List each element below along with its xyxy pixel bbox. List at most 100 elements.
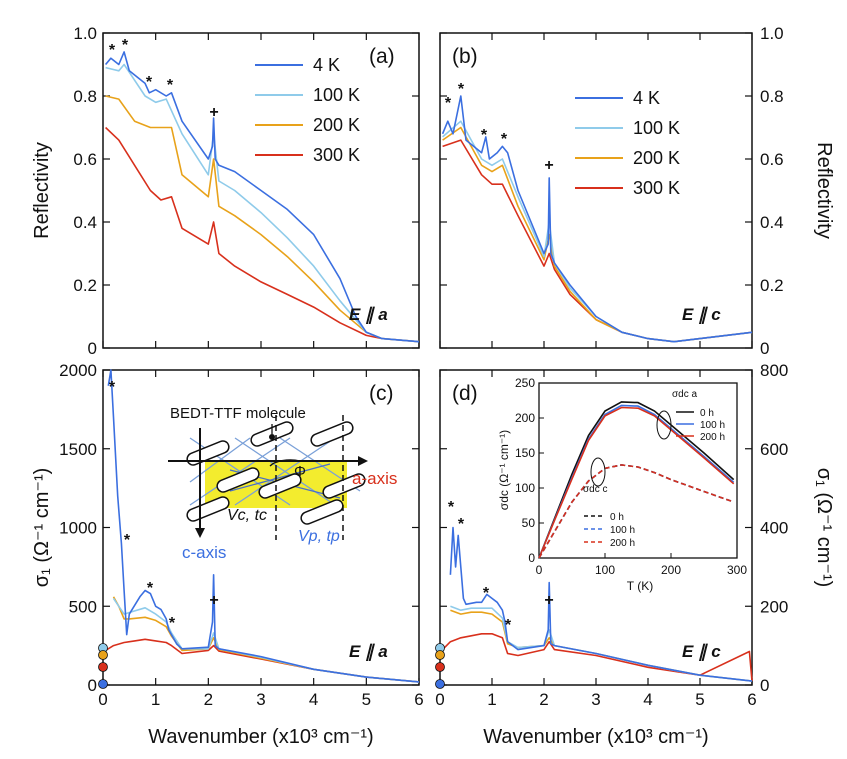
marker-c-12: * <box>147 580 154 597</box>
panel-label-d: (d) <box>452 382 478 405</box>
y-tick-label-c-1: 500 <box>69 597 97 616</box>
y-axis-label-a: Reflectivity <box>31 142 53 239</box>
series-line-a-300K <box>105 126 420 343</box>
legend-label-b-2: 200 K <box>633 148 680 168</box>
y-tick-label-c-0: 0 <box>88 676 97 695</box>
marker-a-1: * <box>122 37 129 54</box>
inset-y-tick-label-3: 150 <box>515 446 535 460</box>
y-tick-label-a-2: 0.4 <box>73 213 97 232</box>
inset-series-2 <box>538 406 735 559</box>
dc-marker-2 <box>435 662 445 672</box>
x-tick-label-d-2: 2 <box>539 690 548 709</box>
polarization-label-b: E ∥ c <box>682 305 721 324</box>
molecule-7 <box>186 496 230 522</box>
y-tick-label-c-3: 1500 <box>59 440 97 459</box>
dc-marker-3 <box>435 679 445 689</box>
c-axis-arrowhead <box>195 528 205 538</box>
marker-b-6: * <box>458 81 465 98</box>
dc-marker-1 <box>435 650 445 660</box>
dc-marker-6 <box>98 662 108 672</box>
a-axis-arrowhead <box>358 456 368 466</box>
y-tick-label-a-4: 0.8 <box>73 87 97 106</box>
inset-legend-c-label-0: 0 h <box>610 512 624 523</box>
x-tick-label-d-5: 5 <box>695 690 704 709</box>
polarization-label-a: E ∥ a <box>349 305 388 324</box>
inset-y-label: σdc (Ω⁻¹ cm⁻¹) <box>497 430 511 510</box>
x-tick-label-d-1: 1 <box>487 690 496 709</box>
legend-label-b-0: 4 K <box>633 88 660 108</box>
marker-b-5: * <box>445 95 452 112</box>
x-tick-label-d-4: 4 <box>643 690 652 709</box>
inset-series-5 <box>538 464 734 559</box>
y-tick-label-d-2: 400 <box>760 519 788 538</box>
inset-x-tick-label-1: 100 <box>595 563 615 577</box>
marker-d-15: * <box>448 499 455 516</box>
legend-label-a-0: 4 K <box>313 55 340 75</box>
inset-x-tick-label-2: 200 <box>661 563 681 577</box>
dc-marker-5 <box>98 650 108 660</box>
inset-x-tick-label-0: 0 <box>536 563 543 577</box>
inset-y-tick-label-4: 200 <box>515 411 535 425</box>
y-tick-label-a-3: 0.6 <box>73 150 97 169</box>
marker-c-14: + <box>209 592 218 609</box>
series-line-b-4K <box>441 95 753 343</box>
marker-c-13: * <box>169 615 176 632</box>
y-tick-label-a-0: 0 <box>88 339 97 358</box>
inset-legend-c-label-1: 100 h <box>610 525 635 536</box>
series-line-a-100K <box>105 63 420 343</box>
legend-label-a-2: 200 K <box>313 115 360 135</box>
x-tick-label-d-3: 3 <box>591 690 600 709</box>
marker-b-8: * <box>501 131 508 148</box>
inset-x-tick-label-3: 300 <box>727 563 747 577</box>
y-tick-label-a-5: 1.0 <box>73 24 97 43</box>
marker-d-17: * <box>483 585 490 602</box>
legend-label-a-1: 100 K <box>313 85 360 105</box>
polarization-label-c: E ∥ a <box>349 642 388 661</box>
vc-tc-label: Vc, tc <box>227 507 267 524</box>
inset-legend-a-label-0: 0 h <box>700 408 714 419</box>
y-tick-label-b-1: 0.2 <box>760 276 784 295</box>
phi-arc <box>269 459 301 467</box>
molecule-5 <box>258 473 302 499</box>
x-tick-label-d-0: 0 <box>435 690 444 709</box>
marker-a-0: * <box>109 42 116 59</box>
panel-label-b: (b) <box>452 45 478 68</box>
x-tick-label-c-0: 0 <box>98 690 107 709</box>
molecule-3 <box>310 421 354 447</box>
crystal-schematic: BEDT-TTF molecule Φ a-axis c-axis Vc, tc… <box>168 405 397 562</box>
molecule-6 <box>322 473 366 499</box>
inset-x-label: T (K) <box>627 579 653 593</box>
y-tick-label-b-4: 0.8 <box>760 87 784 106</box>
inset-legend-a-label-1: 100 h <box>700 420 725 431</box>
inset-legend-title-c: σdc c <box>583 484 608 495</box>
x-tick-label-d-6: 6 <box>747 690 756 709</box>
x-tick-label-c-3: 3 <box>256 690 265 709</box>
x-axis-label-right: Wavenumber (x10³ cm⁻¹) <box>483 726 708 748</box>
molecule-marker <box>269 434 275 440</box>
x-axis-label-left: Wavenumber (x10³ cm⁻¹) <box>148 726 373 748</box>
y-tick-label-a-1: 0.2 <box>73 276 97 295</box>
x-tick-label-c-6: 6 <box>414 690 423 709</box>
y-tick-label-d-3: 600 <box>760 440 788 459</box>
panel-b-frame <box>439 32 753 349</box>
inset-y-tick-label-1: 50 <box>522 516 536 530</box>
molecule-8 <box>300 499 344 525</box>
phi-label: Φ <box>294 463 306 480</box>
molecule-4 <box>216 467 260 493</box>
inset-frame <box>538 382 738 559</box>
inset-legend-title-a: σdc a <box>672 389 698 400</box>
c-axis-label: c-axis <box>182 543 226 562</box>
x-tick-label-c-5: 5 <box>362 690 371 709</box>
marker-c-10: * <box>109 379 116 396</box>
inset-y-tick-label-0: 0 <box>528 551 535 565</box>
legend-label-b-3: 300 K <box>633 178 680 198</box>
inset-y-tick-label-5: 250 <box>515 376 535 390</box>
y-tick-label-d-1: 200 <box>760 597 788 616</box>
inset-legend-c-label-2: 200 h <box>610 538 635 549</box>
series-line-a-200K <box>105 95 420 343</box>
molecule-label: BEDT-TTF molecule <box>170 405 306 422</box>
series-line-a-4K <box>104 51 420 343</box>
y-axis-label-d: σ₁ (Ω⁻¹ cm⁻¹) <box>813 468 835 588</box>
dc-marker-7 <box>98 679 108 689</box>
